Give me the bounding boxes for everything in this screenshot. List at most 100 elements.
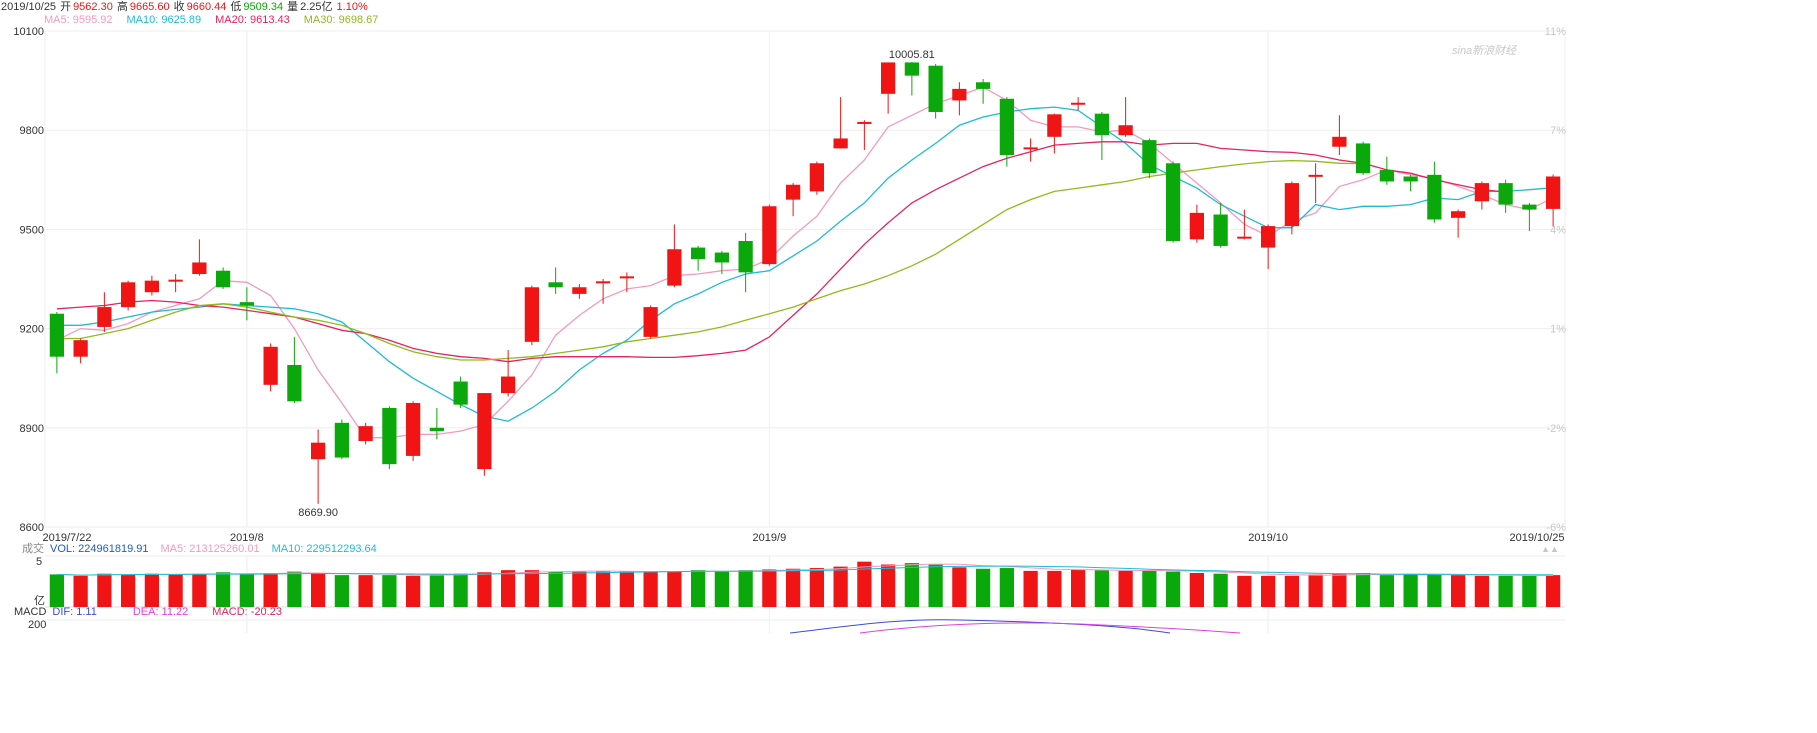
low-value: 9509.34 [243,1,284,13]
close-label: 收 [173,1,185,13]
y-tick-label: 9200 [20,324,44,336]
y-tick-label: 8600 [20,522,44,534]
volume-ma5: MA5: 213125260.01 [160,543,260,555]
volume-bar [1094,570,1109,607]
candle-up [643,305,658,339]
high-value: 9665.60 [129,1,170,13]
volume-bar [667,571,682,607]
volume-bar [1403,573,1418,607]
volume-bar [144,573,159,607]
candle-up [121,280,136,311]
candle-body [572,287,587,294]
y-tick-label: 8900 [20,423,44,435]
candle-up [762,204,777,266]
candle-up [619,272,634,293]
pct-tick-label: 1% [1550,324,1566,336]
candle-up [311,429,326,504]
candle-body [453,381,468,405]
candle-down [738,232,753,293]
candle-up [786,183,801,217]
volume-bar [809,568,824,607]
candle-body [1261,226,1276,248]
candle-body [857,121,872,124]
volume-bar [453,573,468,607]
vol-label: 量 [287,1,299,13]
volume-bar [311,573,326,607]
candle-up [1189,204,1204,243]
pct-tick-label: 11% [1545,26,1566,38]
volume-bar [928,564,943,607]
macd-tick: 200 [28,619,47,631]
candle-down [691,245,706,271]
candle-body [1213,214,1228,246]
volume-bar [1047,570,1062,607]
candle-up [1071,97,1086,111]
candle-body [216,270,231,288]
volume-ma10: MA10: 229512293.64 [271,543,377,555]
candle-body [73,340,88,357]
volume-bar [73,575,88,607]
y-tick-label: 9500 [20,224,44,236]
candle-body [548,282,563,288]
candle-body [1166,163,1181,241]
candle-body [952,88,967,101]
candle-body [192,262,207,275]
volume-bar [691,570,706,607]
candle-body [97,307,112,327]
vol-value: 2.25亿 [300,1,333,13]
candle-down [1522,202,1537,232]
volume-bar [1522,575,1537,607]
candle-up [477,393,492,476]
candle-body [501,376,516,394]
volume-bar [643,571,658,607]
candle-body [429,427,444,432]
volume-bar [881,564,896,607]
candle-body [619,276,634,279]
candle-down [239,287,254,321]
candle-down [928,64,943,119]
candle-body [809,163,824,192]
volume-bar [216,572,231,607]
candle-down [1166,161,1181,243]
candle-up [881,62,896,114]
volume-bar [1284,575,1299,607]
plot-frame [44,30,1566,528]
candle-up [1474,181,1489,210]
x-tick-label: 2019/10/25 [1509,532,1564,544]
volume-unit: 亿 [34,595,45,607]
candle-up [667,224,682,288]
pct-tick-label: -2% [1546,423,1566,435]
candle-down [216,267,231,289]
low-label: 低 [230,1,242,13]
volume-bar [1237,575,1252,607]
candle-body [904,62,919,76]
candle-up [1261,224,1276,270]
candle-body [239,302,254,306]
candle-down [1498,179,1513,213]
candle-body [1237,236,1252,239]
ma10-line [56,106,1554,422]
volume-legend: 成交 VOL: 224961819.91 MA5: 213125260.01 MA10… [22,543,377,556]
candle-up [1546,174,1561,227]
volume-bar [857,561,872,607]
high-annotation: 10005.81 [889,49,935,61]
volume-bar [952,567,967,607]
volume-bar [524,570,539,607]
y-tick-label: 10100 [13,26,44,38]
candle-down [1356,141,1371,175]
candle-up [168,274,183,293]
candle-up [263,343,278,392]
candle-body [1379,169,1394,182]
candle-body [334,422,349,458]
volume-bar [714,571,729,607]
candle-body [976,82,991,89]
macd-dif: DIF: 1.11 [52,606,97,618]
candle-body [667,249,682,286]
volume-bar [738,570,753,607]
x-tick-label: 2019/10 [1248,532,1288,544]
candle-body [1118,125,1133,136]
candle-down [1094,112,1109,160]
candle-body [1498,183,1513,205]
pct-tick-label: -6% [1546,522,1566,534]
